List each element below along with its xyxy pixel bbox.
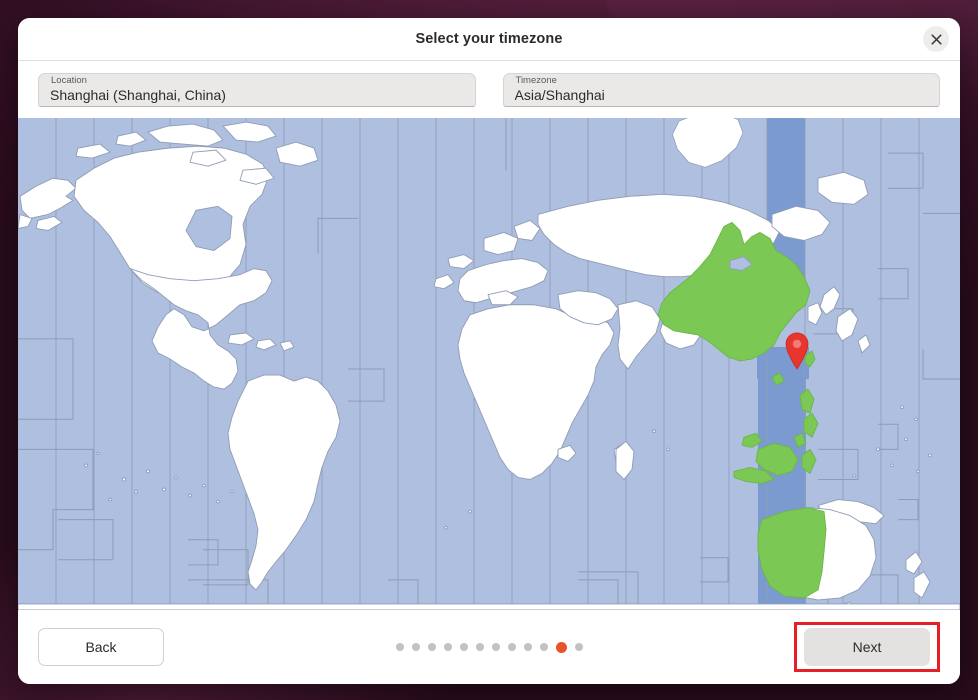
timezone-label: Timezone: [513, 75, 559, 86]
progress-dot[interactable]: [395, 643, 404, 651]
progress-dot[interactable]: [507, 643, 516, 651]
location-value: Shanghai (Shanghai, China): [50, 87, 226, 103]
fields-row: Location Shanghai (Shanghai, China) Time…: [18, 61, 960, 118]
timezone-value: Asia/Shanghai: [514, 87, 605, 103]
progress-dots: [18, 610, 960, 684]
progress-dot[interactable]: [523, 643, 532, 651]
world-map-svg[interactable]: [18, 118, 960, 610]
timezone-dialog: Select your timezone Location Shanghai (…: [18, 18, 960, 684]
progress-dot[interactable]: [459, 643, 468, 651]
location-pin-icon: [785, 332, 809, 370]
page-title: Select your timezone: [415, 31, 563, 47]
landmasses: [18, 118, 960, 610]
progress-dot[interactable]: [539, 643, 548, 651]
next-button[interactable]: Next: [804, 628, 930, 666]
back-button[interactable]: Back: [38, 628, 164, 666]
progress-dot-active[interactable]: [555, 641, 567, 653]
progress-dot[interactable]: [491, 643, 500, 651]
selected-timezone-regions: [657, 221, 827, 599]
close-icon[interactable]: [923, 26, 949, 52]
progress-dot[interactable]: [574, 643, 583, 651]
dialog-titlebar: Select your timezone: [18, 18, 960, 61]
world-timezone-map[interactable]: [18, 118, 960, 610]
timezone-input[interactable]: Timezone Asia/Shanghai: [502, 73, 940, 107]
progress-dot[interactable]: [411, 643, 420, 651]
progress-dot[interactable]: [443, 643, 452, 651]
progress-dot[interactable]: [427, 643, 436, 651]
dialog-footer: Back Next: [18, 610, 960, 684]
location-input[interactable]: Location Shanghai (Shanghai, China): [38, 73, 476, 107]
next-button-slot: Next: [794, 622, 940, 672]
location-label: Location: [49, 75, 89, 86]
progress-dot[interactable]: [475, 643, 484, 651]
